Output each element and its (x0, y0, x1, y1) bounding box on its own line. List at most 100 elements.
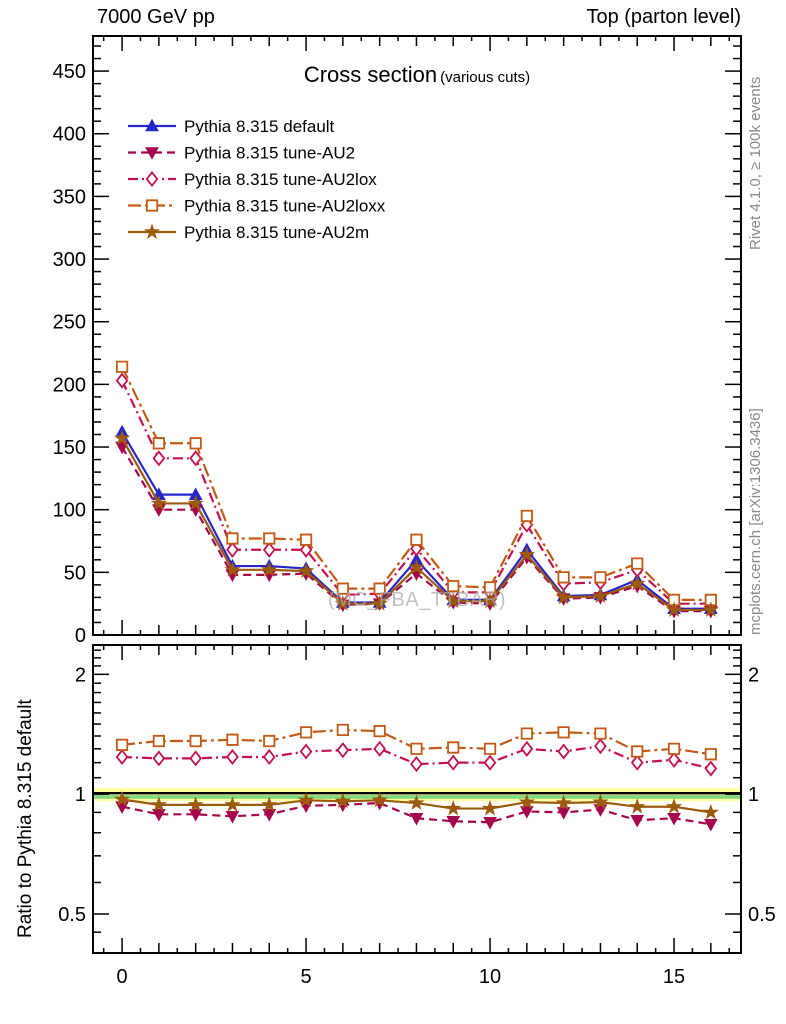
star-marker (261, 796, 278, 812)
legend-item-pythia-8-315-default: Pythia 8.315 default (128, 117, 335, 136)
x-tick-label: 0 (117, 966, 128, 988)
axis-ticks (93, 36, 741, 953)
square-marker (145, 199, 159, 212)
diamond-marker (145, 170, 159, 188)
star-marker (113, 790, 131, 807)
star-marker (592, 793, 609, 810)
triangle-down-marker (519, 806, 534, 819)
star-marker (261, 561, 278, 577)
square-marker (152, 734, 165, 748)
ratio-tick-label-left: 1 (75, 784, 86, 806)
square-marker (594, 727, 607, 740)
mcplots-reference-note: mcplots.cern.ch [arXiv:1306.3436] (747, 408, 764, 635)
square-marker (667, 593, 681, 607)
analysis-watermark: (MC_FBA_TTBAR) (327, 589, 507, 611)
legend-item-label: Pythia 8.315 default (184, 117, 335, 136)
legend-item-pythia-8-315-tune-au2m: Pythia 8.315 tune-AU2m (128, 223, 369, 242)
y-tick-label: 0 (75, 625, 86, 647)
y-tick-label: 450 (53, 61, 86, 83)
triangle-down-marker (188, 809, 203, 822)
y-tick-label: 50 (64, 562, 86, 584)
x-tick-label: 15 (663, 966, 685, 988)
triangle-down-marker (667, 812, 681, 826)
beam-energy-label: 7000 GeV pp (97, 6, 215, 28)
y-tick-label: 200 (53, 374, 86, 396)
square-marker (631, 745, 644, 758)
y-tick-label: 350 (53, 186, 86, 208)
square-marker (631, 557, 644, 570)
star-marker (481, 800, 499, 816)
diamond-marker (446, 754, 460, 771)
y-tick-label: 300 (53, 249, 86, 271)
diamond-marker (336, 742, 350, 759)
star-marker (702, 803, 719, 820)
square-marker (667, 742, 681, 755)
y-tick-label: 250 (53, 312, 86, 334)
plot-subtitle: (various cuts) (440, 69, 531, 86)
star-marker (555, 794, 572, 810)
legend-item-label: Pythia 8.315 tune-AU2lox (184, 170, 377, 189)
square-marker (152, 437, 165, 450)
square-marker (704, 593, 717, 607)
diamond-marker (667, 751, 681, 768)
square-marker (299, 726, 313, 739)
star-marker (297, 791, 315, 808)
legend-item-label: Pythia 8.315 tune-AU2 (184, 144, 355, 163)
square-marker (520, 727, 533, 740)
square-marker (189, 437, 202, 450)
ratio-tick-label-right: 0.5 (748, 904, 776, 926)
star-marker (518, 546, 535, 562)
square-marker (373, 725, 386, 738)
diamond-marker (520, 740, 534, 757)
square-marker (447, 741, 460, 754)
square-marker (447, 580, 460, 593)
x-tick-label: 5 (300, 966, 311, 988)
series-line-main (121, 431, 711, 610)
diamond-marker (115, 748, 129, 766)
ratio-tick-label-left: 2 (75, 664, 86, 686)
legend-item-pythia-8-315-tune-au2lox: Pythia 8.315 tune-AU2lox (128, 170, 377, 189)
triangle-up-marker (145, 118, 159, 132)
plot-title: Cross section (303, 62, 438, 87)
y-tick-label: 100 (53, 500, 86, 522)
square-marker (704, 748, 717, 761)
legend-item-pythia-8-315-tune-au2loxx: Pythia 8.315 tune-AU2loxx (128, 197, 386, 216)
y-tick-label: 400 (53, 124, 86, 146)
star-marker (371, 791, 388, 808)
diamond-marker (152, 750, 166, 767)
diamond-marker (299, 541, 313, 558)
star-marker (702, 601, 719, 617)
star-marker (334, 595, 351, 611)
star-marker (629, 575, 646, 591)
diamond-marker (410, 756, 423, 773)
diamond-marker (630, 754, 644, 771)
square-marker (263, 532, 276, 545)
diamond-marker (226, 748, 239, 766)
square-marker (483, 742, 497, 755)
star-marker (592, 587, 609, 604)
diamond-marker (704, 760, 718, 777)
star-marker (665, 798, 683, 814)
triangle-down-marker (145, 147, 159, 160)
series-pythia-8-315-tune-au2m (113, 429, 719, 820)
legend-item-label: Pythia 8.315 tune-AU2m (184, 223, 369, 242)
diamond-marker (299, 743, 313, 760)
process-label: Top (parton level) (586, 6, 741, 28)
triangle-down-marker (630, 814, 645, 828)
star-marker (187, 796, 204, 812)
triangle-down-marker (703, 819, 718, 832)
ratio-tick-label-left: 0.5 (58, 904, 86, 926)
square-marker (557, 726, 570, 739)
star-marker (665, 601, 683, 617)
square-marker (115, 738, 129, 751)
star-marker (518, 793, 535, 810)
star-marker (408, 558, 425, 575)
square-marker (520, 509, 533, 523)
star-marker (150, 494, 167, 511)
star-marker (555, 588, 572, 605)
star-marker (150, 796, 167, 812)
star-marker (224, 796, 241, 812)
triangle-down-marker (262, 809, 277, 822)
